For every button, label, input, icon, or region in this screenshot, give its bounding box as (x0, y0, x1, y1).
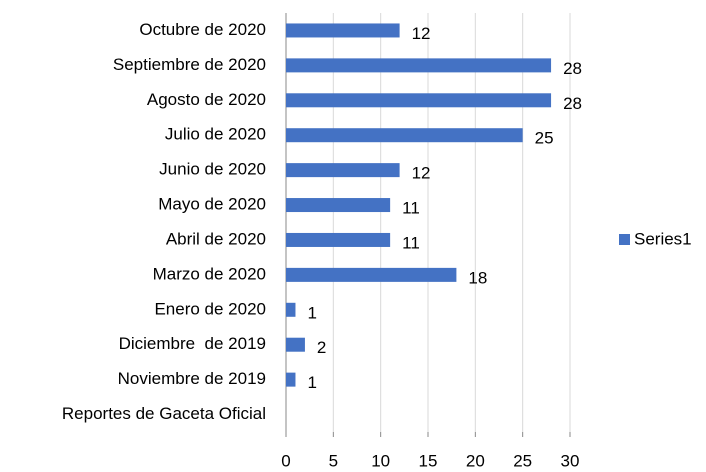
legend-label: Series1 (634, 229, 692, 248)
y-tick-label: Enero de 2020 (154, 299, 266, 318)
bar (286, 337, 305, 352)
x-tick-label: 30 (561, 451, 580, 470)
data-label: 28 (563, 94, 582, 113)
x-tick-label: 20 (466, 451, 485, 470)
data-label: 2 (317, 338, 326, 357)
bar (286, 128, 523, 143)
x-tick-label: 10 (371, 451, 390, 470)
y-tick-label: Marzo de 2020 (153, 264, 266, 283)
bar (286, 302, 296, 317)
x-tick-label: 25 (513, 451, 532, 470)
y-tick-label: Junio de 2020 (159, 160, 266, 179)
bar (286, 232, 391, 247)
legend-swatch (619, 234, 630, 245)
bar (286, 23, 400, 38)
bar (286, 93, 552, 108)
data-label: 28 (563, 59, 582, 78)
y-tick-label: Abril de 2020 (166, 229, 266, 248)
data-label: 18 (468, 268, 487, 287)
y-tick-label: Noviembre de 2019 (118, 369, 266, 388)
data-label: 12 (412, 24, 431, 43)
y-tick-label: Diciembre de 2019 (119, 334, 266, 353)
y-tick-label: Agosto de 2020 (147, 90, 266, 109)
bar (286, 163, 400, 178)
data-label: 25 (535, 129, 554, 148)
y-tick-label: Julio de 2020 (165, 125, 266, 144)
bar (286, 267, 457, 282)
x-tick-label: 0 (281, 451, 290, 470)
bar (286, 372, 296, 387)
bar (286, 198, 391, 213)
y-tick-label: Mayo de 2020 (158, 195, 266, 214)
y-tick-label: Octubre de 2020 (139, 20, 266, 39)
data-label: 1 (307, 373, 316, 392)
y-tick-label: Reportes de Gaceta Oficial (62, 404, 266, 423)
data-label: 1 (307, 303, 316, 322)
data-label: 11 (402, 233, 420, 252)
bar (286, 58, 552, 73)
x-tick-label: 5 (329, 451, 338, 470)
data-label: 12 (412, 164, 431, 183)
data-label: 11 (402, 199, 420, 218)
y-tick-label: Septiembre de 2020 (113, 55, 266, 74)
x-tick-label: 15 (419, 451, 438, 470)
